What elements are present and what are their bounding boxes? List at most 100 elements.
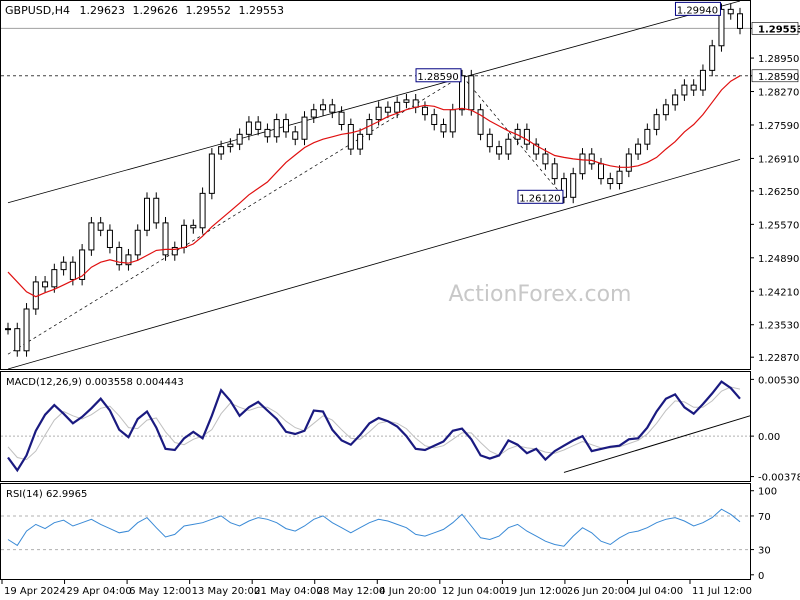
macd-panel: MACD(12,26,9) 0.003558 0.004443 0.005309… <box>0 371 800 484</box>
candle-body <box>273 119 280 138</box>
price-label-box <box>415 68 462 83</box>
price-label: 1.28590 <box>415 68 462 83</box>
candle-body <box>375 106 382 121</box>
candle-body <box>699 69 706 91</box>
price-axis-label: 1.24890 <box>758 254 799 265</box>
macd-axis-label: 0.005309 <box>758 375 800 386</box>
candle-body <box>496 146 503 155</box>
candle-body <box>134 229 141 256</box>
price-axis: 1.29553 1.28950 1.28590 1.28270 1.27590 1.269… <box>750 22 800 364</box>
candle-body <box>79 249 86 280</box>
price-axis-label: 1.24210 <box>758 287 799 298</box>
candle-body <box>301 116 308 140</box>
candle-body <box>727 8 734 15</box>
candle-body <box>607 178 614 185</box>
price-label-box <box>674 1 721 16</box>
macd-title: MACD(12,26,9) 0.003558 0.004443 <box>6 377 184 388</box>
price-axis-label: 1.22870 <box>758 353 799 364</box>
candle-body <box>681 84 688 96</box>
price-label: 1.29940 <box>674 1 721 16</box>
candle-body <box>199 192 206 229</box>
candle-body <box>338 111 345 125</box>
macd-axis-label: -0.003785 <box>758 473 800 484</box>
candle-body <box>42 281 49 288</box>
candle-body <box>106 229 113 248</box>
rsi-title: RSI(14) 62.9965 <box>6 489 87 500</box>
candle-body <box>384 106 391 113</box>
rsi-plot <box>1 508 750 551</box>
candle-body <box>357 133 364 150</box>
price-label-text: 1.28590 <box>417 72 458 83</box>
price-axis-label: 1.26250 <box>758 187 799 198</box>
time-axis-label: 26 Jun 20:00 <box>567 586 631 597</box>
candle-body <box>162 222 169 256</box>
rsi-panel: RSI(14) 62.9965 100 70 30 0 <box>0 483 777 582</box>
candle-body <box>218 146 225 155</box>
candle-body <box>662 104 669 116</box>
macd-axis-label: 0.00 <box>758 432 780 443</box>
candle-body <box>282 119 289 133</box>
candle-body <box>459 75 466 111</box>
candle-body <box>690 84 697 91</box>
candle-body <box>329 104 336 113</box>
candle-body <box>431 114 438 125</box>
candle-body <box>143 197 150 231</box>
candle-body <box>672 94 679 106</box>
candle-body <box>718 8 725 47</box>
candle-body <box>14 328 21 352</box>
time-axis-label: 12 Jun 04:00 <box>442 586 506 597</box>
watermark: ActionForex.com <box>449 282 632 307</box>
candle-body <box>60 261 67 271</box>
candle-body <box>227 143 234 148</box>
time-axis-label: 29 Apr 04:00 <box>67 586 132 597</box>
price-axis-label-box <box>751 22 799 35</box>
candle-body <box>486 133 493 148</box>
macd-plot <box>1 380 751 473</box>
candle-body <box>51 269 58 288</box>
chart-header: GBPUSD,H4 1.29623 1.29626 1.29552 1.2955… <box>5 4 284 17</box>
candle-body <box>69 261 76 280</box>
candle-body <box>625 153 632 172</box>
candle-body <box>477 109 484 135</box>
price-axis-label: 1.28270 <box>758 88 799 99</box>
price-panel-frame <box>0 0 751 370</box>
time-axis-label: 19 Jun 12:00 <box>504 586 568 597</box>
candle-body <box>171 246 178 256</box>
candle-body <box>181 224 188 248</box>
time-axis-label: 28 May 12:00 <box>317 586 386 597</box>
candle-body <box>394 101 401 113</box>
candle-body <box>236 133 243 145</box>
price-label-text: 1.26120 <box>519 193 560 204</box>
sma-line <box>7 75 741 298</box>
macd-trendline <box>563 415 751 473</box>
candle-body <box>292 131 299 140</box>
price-axis-label: 1.23530 <box>758 321 799 332</box>
time-axis-label: 21 May 04:00 <box>254 586 323 597</box>
candle-body <box>255 121 262 130</box>
candle-body <box>533 143 540 155</box>
candle-body <box>403 99 410 103</box>
candle-body <box>440 123 447 133</box>
candle-body <box>320 104 327 111</box>
candle-body <box>542 153 549 165</box>
rsi-axis-label: 0 <box>758 571 764 582</box>
candle-body <box>347 123 354 150</box>
candle-body <box>737 13 743 29</box>
price-axis-label-box <box>751 69 799 83</box>
candle-body <box>88 222 95 251</box>
price-plot: 1.28590 1.26120 1.29940 <box>1 0 750 370</box>
rsi-line <box>7 508 741 547</box>
candle-body <box>709 45 716 71</box>
candle-body <box>412 99 419 108</box>
candle-body <box>653 114 660 130</box>
macd-axis: 0.005309 0.00 -0.003785 <box>750 375 800 484</box>
candle-body <box>310 109 317 118</box>
price-axis-label: 1.27590 <box>758 121 799 132</box>
time-axis-label: 4 Jul 04:00 <box>629 586 683 597</box>
candle-body <box>551 163 558 180</box>
price-axis-label: 1.28590 <box>758 72 799 83</box>
candle-body <box>97 222 104 231</box>
price-label: 1.26120 <box>517 189 564 204</box>
price-axis-label: 1.26910 <box>758 154 799 165</box>
